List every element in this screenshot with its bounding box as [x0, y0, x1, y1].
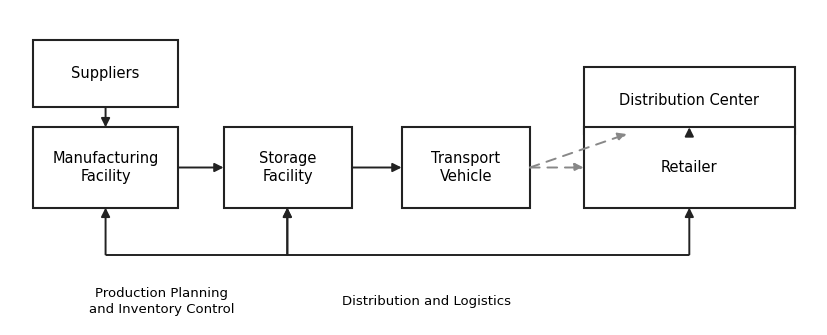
Text: Retailer: Retailer: [660, 160, 717, 175]
Text: Transport
Vehicle: Transport Vehicle: [431, 151, 500, 184]
Text: Storage
Facility: Storage Facility: [259, 151, 316, 184]
Bar: [583, 127, 794, 208]
Text: Distribution and Logistics: Distribution and Logistics: [342, 295, 510, 308]
Text: Manufacturing
Facility: Manufacturing Facility: [52, 151, 159, 184]
Text: Suppliers: Suppliers: [71, 66, 140, 81]
Bar: [33, 40, 178, 107]
Bar: [223, 127, 351, 208]
Bar: [33, 127, 178, 208]
Text: Production Planning
and Inventory Control: Production Planning and Inventory Contro…: [88, 287, 234, 316]
Bar: [583, 67, 794, 134]
Bar: [401, 127, 529, 208]
Text: Distribution Center: Distribution Center: [619, 93, 758, 108]
